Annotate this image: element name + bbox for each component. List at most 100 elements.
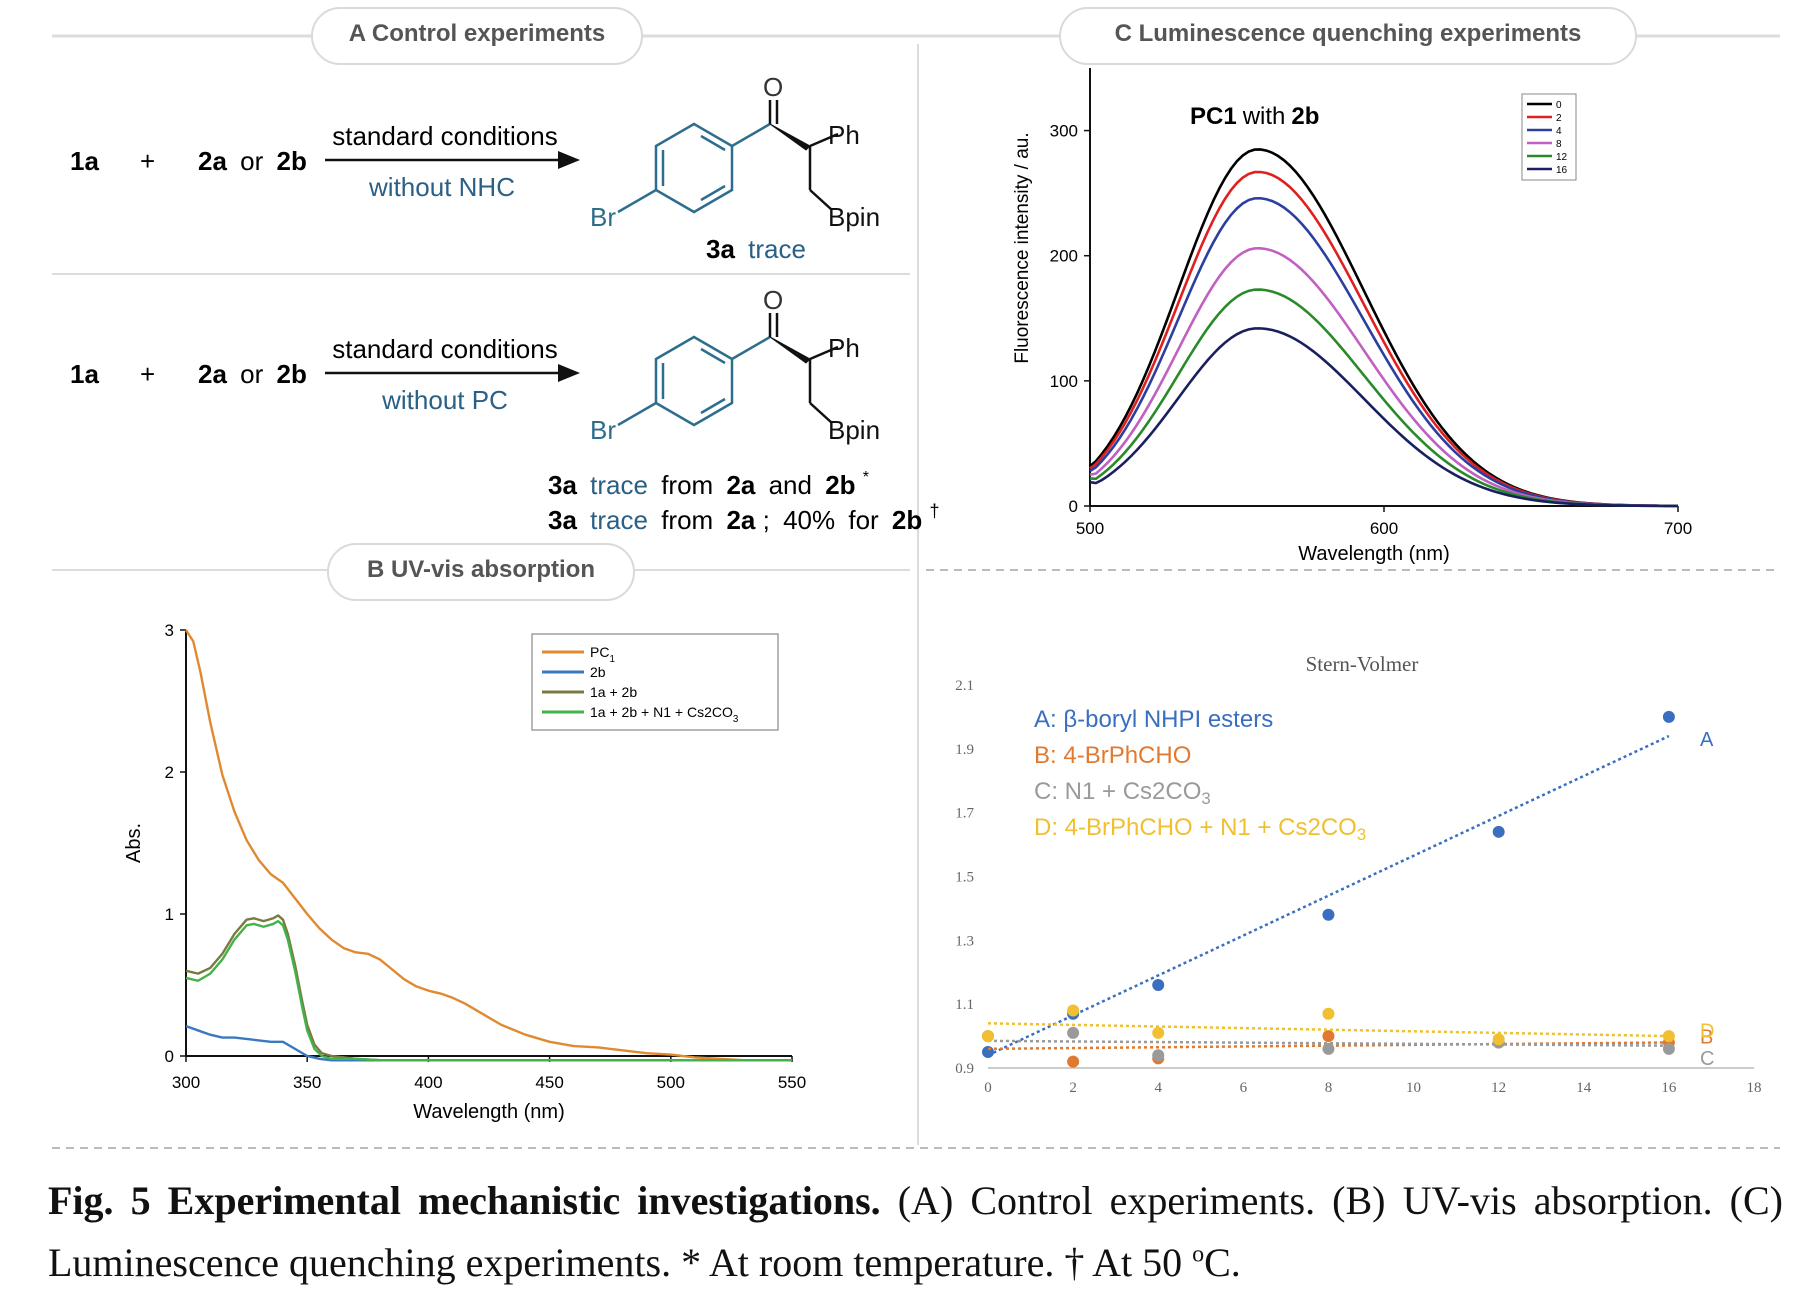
x-tick-label: 6 [1240, 1080, 1248, 1096]
data-point-d [1067, 1004, 1080, 1017]
atom-ph: Ph [828, 333, 860, 363]
legend-entry-b-part: B: [1034, 742, 1063, 769]
legend-label-part: 2 [622, 704, 630, 720]
x-tick-label: 550 [778, 1073, 806, 1092]
reaction-arrowhead [558, 151, 580, 169]
product-3a: 3a [548, 470, 577, 500]
legend-label: 1a + 2b + N1 + Cs2CO3 [590, 704, 739, 725]
caption-degree: o [1192, 1241, 1205, 1268]
reaction-1: 1a + 2a or 2b standard conditions withou… [70, 72, 880, 264]
legend-entry-c-part: 2 [1152, 778, 1165, 805]
caption-unit: C. [1204, 1240, 1241, 1285]
data-point-b [1322, 1030, 1335, 1043]
legend-entry-b-part: -BrPhCHO [1077, 742, 1192, 769]
result-percent: 40% [783, 505, 835, 535]
result-from: from [661, 505, 713, 535]
x-tick-label: 600 [1370, 519, 1398, 538]
legend-entry-b-part: 4 [1063, 742, 1076, 769]
result-2a: 2a [726, 470, 755, 500]
x-tick-label: 16 [1661, 1080, 1677, 1096]
x-axis-label: Wavelength (nm) [1298, 543, 1450, 565]
series-line-16 [1089, 327, 1679, 508]
condition-bottom: without PC [381, 385, 508, 415]
series-line-1a-2b [185, 914, 792, 1062]
legend-label: 8 [1556, 139, 1562, 150]
legend-label: PC1 [590, 644, 615, 665]
data-point-d [1152, 1026, 1165, 1039]
condition-top: standard conditions [332, 121, 557, 151]
x-tick-label: 4 [1154, 1080, 1162, 1096]
legend-label-part: + Cs [671, 704, 704, 720]
legend-label: 12 [1556, 152, 1568, 163]
legend-label: 4 [1556, 126, 1562, 137]
y-tick-label: 300 [1050, 122, 1078, 141]
title-pc1: PC1 [1190, 103, 1237, 130]
data-point-c [1662, 1042, 1675, 1055]
fit-line-a [987, 734, 1670, 1057]
y-tick-label: 1.7 [955, 806, 974, 822]
legend-label-part: 1 [590, 704, 598, 720]
reactant-1a: 1a [70, 146, 99, 176]
y-tick-label: 1.5 [955, 870, 974, 886]
y-tick-label: 1.3 [955, 933, 974, 949]
legend-label-subscript: 3 [733, 714, 739, 725]
y-tick-label: 2.1 [955, 678, 974, 694]
x-tick-label: 14 [1576, 1080, 1592, 1096]
legend-entry-d-part: 2 [1307, 814, 1320, 841]
x-tick-label: 12 [1491, 1080, 1506, 1096]
panel-a-header-text: A Control experiments [349, 20, 606, 47]
legend-label-part: 2 [704, 704, 712, 720]
panel-b-header-text: B UV-vis absorption [367, 556, 595, 583]
data-point-c [1067, 1026, 1080, 1039]
legend-entry-c-part: + Cs [1095, 778, 1152, 805]
x-tick-label: 8 [1325, 1080, 1333, 1096]
legend-label-part: 2 [622, 684, 630, 700]
reaction-arrowhead [558, 364, 580, 382]
y-tick-label: 100 [1050, 372, 1078, 391]
reactant-1a: 1a [70, 359, 99, 389]
legend-entry-c-part: C: N [1034, 778, 1082, 805]
atom-br: Br [590, 202, 616, 232]
atom-o: O [763, 285, 783, 315]
x-axis-label: Wavelength (nm) [413, 1101, 565, 1123]
atom-br: Br [590, 415, 616, 445]
x-tick-label: 18 [1747, 1080, 1762, 1096]
product-result: 3a trace [706, 234, 806, 264]
x-tick-label: 450 [535, 1073, 563, 1092]
y-tick-label: 0.9 [955, 1061, 974, 1077]
legend-entry-d: D: 4-BrPhCHO + N1 + Cs2CO3 [1034, 814, 1366, 844]
title-with: with [1242, 103, 1286, 130]
x-tick-label: 350 [293, 1073, 321, 1092]
legend-label-part: 1 [590, 684, 598, 700]
plus-sign: + [140, 146, 155, 176]
product-3a: 3a [706, 234, 735, 264]
y-axis-label: Abs. [123, 823, 145, 863]
y-tick-label: 1.1 [955, 997, 974, 1013]
panel-dividers [52, 34, 1780, 1149]
legend-entry-a-part: A: β-boryl NHPI esters [1034, 706, 1273, 733]
series-end-label: C [1700, 1048, 1714, 1070]
x-tick-label: 700 [1664, 519, 1692, 538]
legend-entry-b: B: 4-BrPhCHO [1034, 742, 1191, 769]
result-trace: trace [590, 505, 648, 535]
x-tick-label: 0 [984, 1080, 992, 1096]
y-tick-label: 0 [1069, 497, 1078, 516]
data-point-d [982, 1030, 994, 1043]
legend-label-part: 1 [663, 704, 671, 720]
legend-label-part: b + N [629, 704, 663, 720]
chart-title: Stern-Volmer [1306, 652, 1419, 676]
legend-label-part: b [598, 664, 606, 680]
x-tick-label: 500 [657, 1073, 685, 1092]
result-for: for [848, 505, 879, 535]
result-line-1: 3a trace from 2a and 2b * [548, 469, 869, 500]
legend-box [1521, 93, 1577, 181]
legend-label-part: a + [598, 704, 622, 720]
series-end-label: D [1700, 1021, 1714, 1043]
atom-o: O [763, 72, 783, 102]
caption-text: (A) Control experiments. (B) UV-vis abso… [48, 1178, 1783, 1285]
reactant-2b: 2b [277, 146, 307, 176]
condition-bottom: without NHC [368, 172, 515, 202]
legend-box [531, 633, 779, 731]
panel-c-header: C Luminescence quenching experiments [1059, 7, 1637, 65]
